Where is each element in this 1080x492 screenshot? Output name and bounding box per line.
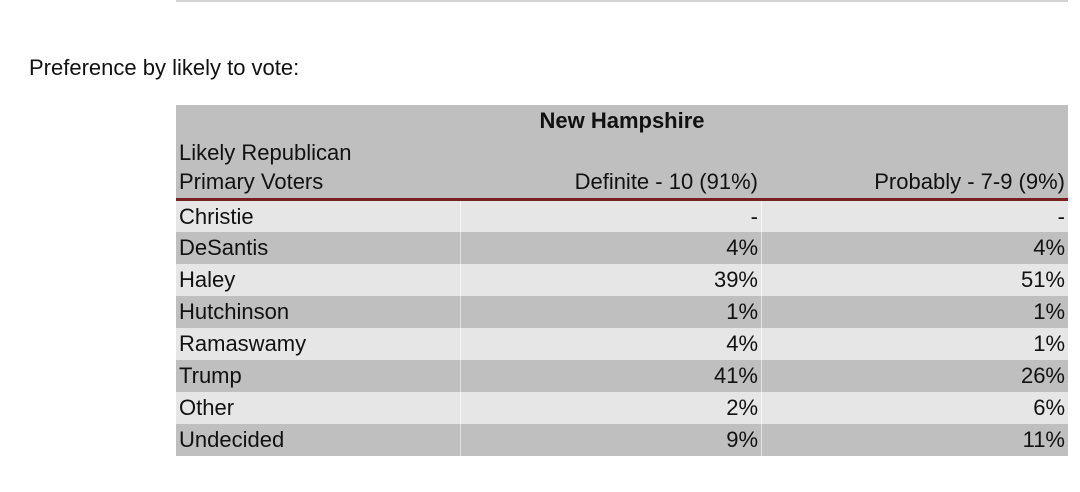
candidate-name: Hutchinson [179,299,290,324]
definite-value: 39% [460,264,761,296]
table-row: DeSantis 4% 4% [176,232,1068,264]
table-body: Christie - - DeSantis 4% 4% Haley 39% 51… [176,201,1068,456]
table-caption: Preference by likely to vote: [29,55,300,80]
definite-value: 4% [460,232,761,264]
table-row: Ramaswamy 4% 1% [176,328,1068,360]
probably-value: 11% [761,424,1068,456]
header-divider [176,198,1068,201]
row-header-line-2: Primary Voters [179,169,324,194]
definite-value: 4% [460,328,761,360]
row-header: Likely Republican Primary Voters [179,138,439,196]
candidate-name: Ramaswamy [179,331,307,356]
definite-value: 41% [460,360,761,392]
definite-value: - [460,201,761,232]
table-row: Hutchinson 1% 1% [176,296,1068,328]
state-heading: New Hampshire [539,108,705,133]
candidate-name: Christie [179,204,254,229]
candidate-name: Undecided [179,427,285,452]
poll-table: New Hampshire Likely Republican Primary … [176,105,1068,456]
column-header-probably: Probably - 7-9 (9%) [874,169,1065,194]
table-header: New Hampshire Likely Republican Primary … [176,105,1068,198]
table-row: Undecided 9% 11% [176,424,1068,456]
probably-value: 6% [761,392,1068,424]
definite-value: 1% [460,296,761,328]
table-row: Christie - - [176,201,1068,232]
probably-value: 26% [761,360,1068,392]
probably-value: - [761,201,1068,232]
candidate-name: Trump [179,363,242,388]
table-row: Trump 41% 26% [176,360,1068,392]
top-divider [176,0,1068,2]
definite-value: 2% [460,392,761,424]
candidate-name: Haley [179,267,236,292]
definite-value: 9% [460,424,761,456]
probably-value: 1% [761,296,1068,328]
probably-value: 51% [761,264,1068,296]
probably-value: 1% [761,328,1068,360]
row-header-line-1: Likely Republican [179,140,352,165]
table-row: Other 2% 6% [176,392,1068,424]
column-header-definite: Definite - 10 (91%) [574,169,758,194]
table-row: Haley 39% 51% [176,264,1068,296]
candidate-name: Other [179,395,235,420]
candidate-name: DeSantis [179,235,269,260]
probably-value: 4% [761,232,1068,264]
